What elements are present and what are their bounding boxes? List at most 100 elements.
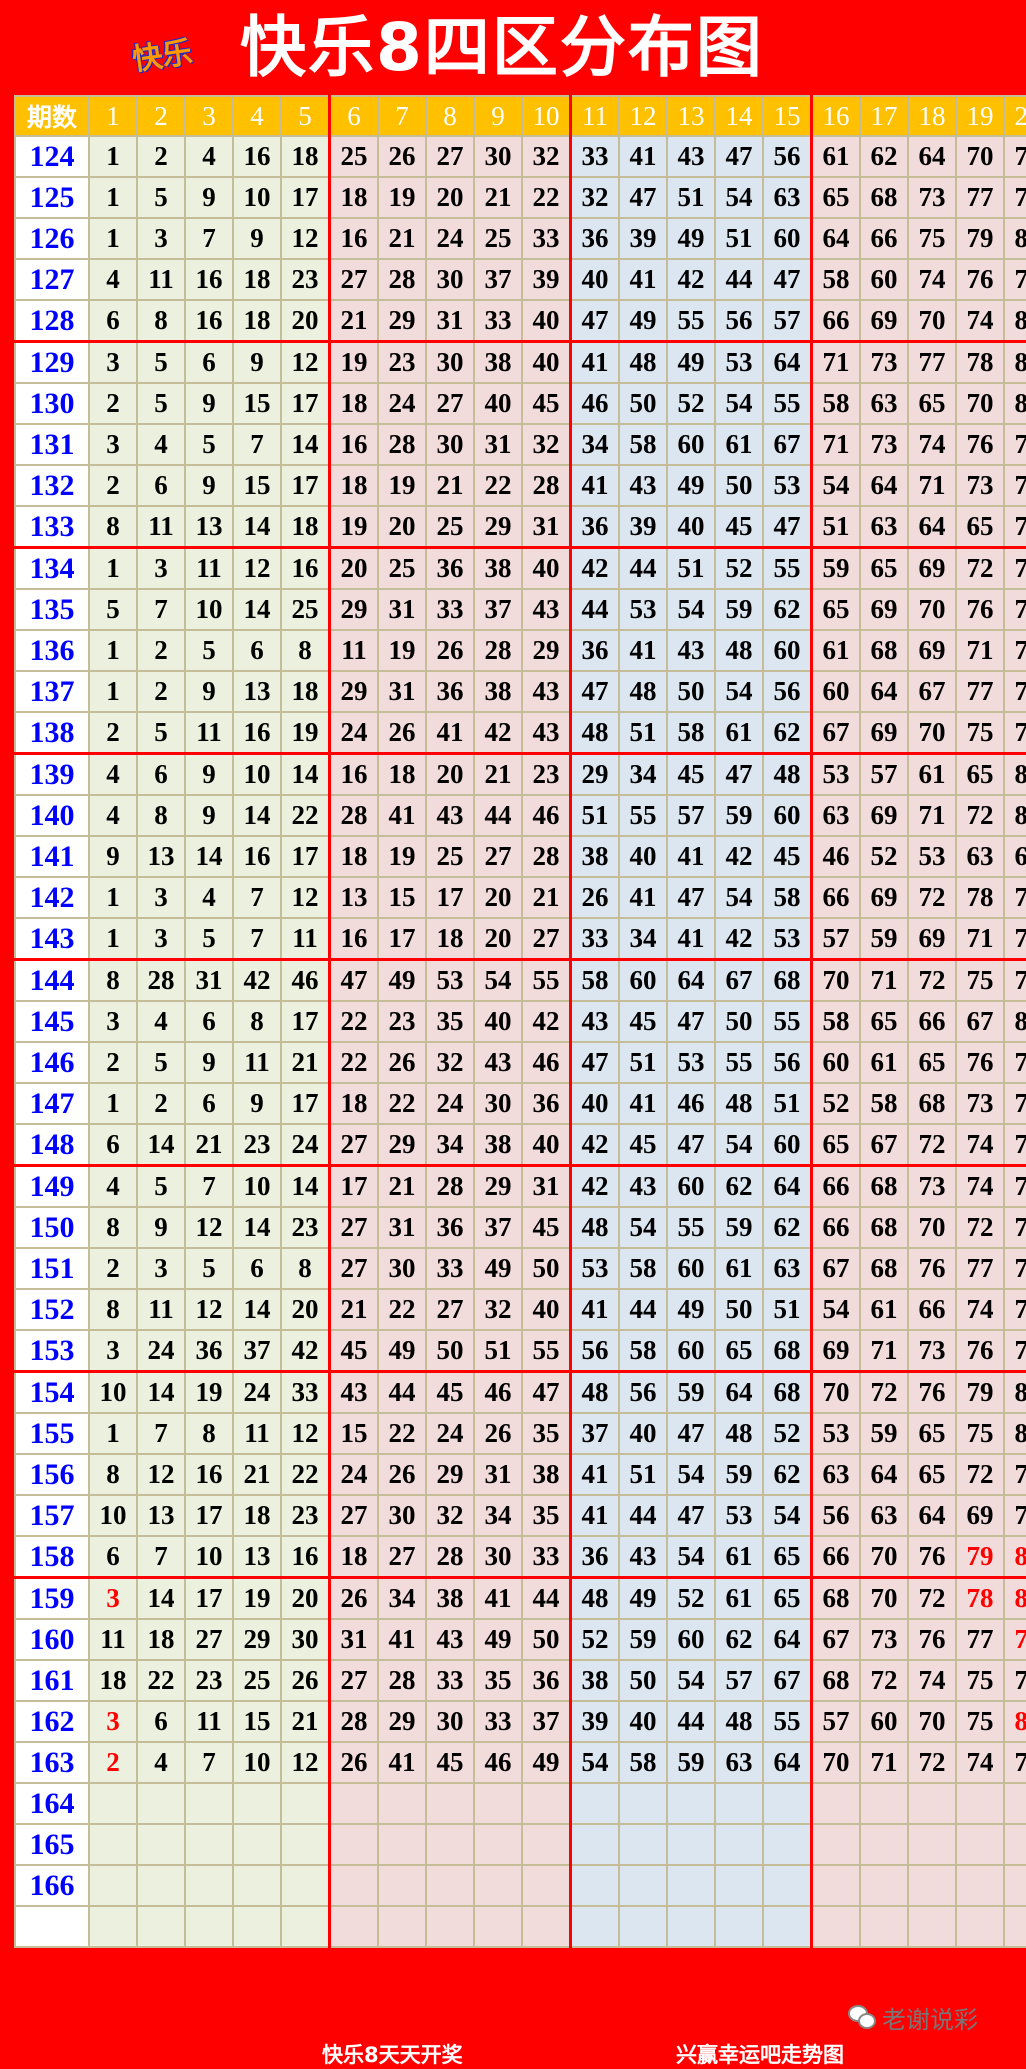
number-cell: 52: [762, 1412, 813, 1455]
number-cell: 48: [714, 1082, 764, 1125]
number-cell: 40: [473, 1000, 523, 1043]
number-cell: 52: [859, 835, 909, 878]
number-cell: 14: [280, 423, 331, 466]
column-header: 3: [184, 95, 234, 137]
number-cell: 40: [521, 299, 572, 343]
number-cell: 33: [425, 1247, 475, 1290]
table-row: 1341311121620253638404244515255596569727…: [14, 546, 1026, 590]
number-cell: 68: [762, 958, 813, 1002]
period-number: 126: [14, 217, 90, 260]
number-cell: 26: [328, 1741, 379, 1784]
number-cell: 38: [425, 1576, 475, 1620]
number-cell: 60: [666, 1247, 716, 1290]
number-cell: 45: [521, 1206, 572, 1249]
table-row: 165: [14, 1823, 1026, 1866]
number-cell: 49: [377, 958, 427, 1002]
number-cell: 43: [425, 794, 475, 837]
number-cell: 49: [666, 217, 716, 260]
number-cell: 76: [955, 423, 1005, 466]
number-cell: 14: [280, 752, 331, 796]
number-cell: 61: [714, 1576, 764, 1620]
column-header: 12: [618, 95, 668, 137]
number-cell: 29: [569, 752, 620, 796]
number-cell: 50: [714, 1000, 764, 1043]
number-cell: 74: [1003, 1453, 1026, 1496]
table-row: 141 9 13 14 16 17 18 19 25 27 28 38 40 41 42 45 46 52 53 63…: [14, 835, 1026, 878]
period-number: 133: [14, 505, 90, 549]
number-cell: 30: [473, 135, 523, 178]
number-cell: 29: [377, 299, 427, 343]
number-cell: [521, 1823, 572, 1866]
number-cell: 60: [859, 258, 909, 301]
number-cell: 7: [136, 1412, 186, 1455]
number-cell: 43: [618, 1535, 668, 1579]
number-cell: 23: [280, 1206, 331, 1249]
number-cell: 63: [859, 1494, 909, 1537]
table-row: 1251591017181920212232475154636568737779: [14, 176, 1026, 219]
number-cell: 75: [1003, 1082, 1026, 1125]
number-cell: 7: [136, 588, 186, 631]
number-cell: 39: [569, 1700, 620, 1743]
number-cell: 7: [184, 1164, 234, 1208]
number-cell: 63: [810, 1453, 861, 1496]
number-cell: 40: [618, 835, 668, 878]
number-cell: 19: [328, 505, 379, 549]
period-number: 134: [14, 546, 90, 590]
number-cell: 9: [136, 1206, 186, 1249]
number-cell: 17: [280, 464, 331, 507]
number-cell: 30: [377, 1494, 427, 1537]
number-cell: [907, 1905, 957, 1948]
number-cell: 26: [377, 135, 427, 178]
number-cell: 72: [907, 876, 957, 919]
number-cell: 75: [1003, 1123, 1026, 1167]
number-cell: 57: [762, 299, 813, 343]
number-cell: 31: [473, 423, 523, 466]
number-cell: [810, 1782, 861, 1825]
number-cell: 75: [955, 1412, 1005, 1455]
number-cell: 45: [666, 752, 716, 796]
number-cell: 18: [136, 1618, 186, 1661]
number-cell: 49: [618, 299, 668, 343]
number-cell: 21: [328, 1288, 379, 1331]
number-cell: 14: [232, 794, 282, 837]
number-cell: 35: [521, 1412, 572, 1455]
period-number: 132: [14, 464, 90, 507]
number-cell: 80: [1003, 1700, 1026, 1743]
number-cell: 9: [232, 1082, 282, 1125]
number-cell: 40: [569, 1082, 620, 1125]
number-cell: 8: [88, 1206, 138, 1249]
table-row: 133 8 11 13 14 18 19 20 25 29 31 36 39 40 45 47 51 63 64 65…: [14, 505, 1026, 549]
number-cell: 15: [232, 1700, 282, 1743]
number-cell: 31: [377, 588, 427, 631]
number-cell: [88, 1823, 138, 1866]
number-cell: 51: [618, 1453, 668, 1496]
number-cell: 25: [377, 546, 427, 590]
number-cell: 61: [714, 423, 764, 466]
number-cell: 63: [859, 505, 909, 549]
number-cell: 74: [955, 1741, 1005, 1784]
number-cell: 49: [666, 1288, 716, 1331]
number-cell: 63: [859, 382, 909, 425]
number-cell: 48: [569, 1370, 620, 1414]
number-cell: 2: [88, 382, 138, 425]
number-cell: 29: [425, 1453, 475, 1496]
number-cell: 78: [955, 1576, 1005, 1620]
number-cell: 11: [136, 1288, 186, 1331]
number-cell: 60: [810, 670, 861, 713]
number-cell: [1003, 1782, 1026, 1825]
number-cell: 73: [907, 1329, 957, 1373]
number-cell: 46: [521, 794, 572, 837]
number-cell: 37: [521, 1700, 572, 1743]
table-row: 1355710142529313337434453545962656970767…: [14, 588, 1026, 631]
logo: 快乐: [128, 22, 196, 84]
number-cell: [955, 1782, 1005, 1825]
number-cell: 68: [810, 1576, 861, 1620]
number-cell: 59: [714, 794, 764, 837]
number-cell: 44: [714, 258, 764, 301]
number-cell: 76: [955, 258, 1005, 301]
number-cell: 47: [714, 135, 764, 178]
number-cell: 14: [136, 1370, 186, 1414]
number-cell: 28: [521, 464, 572, 507]
number-cell: 56: [618, 1370, 668, 1414]
number-cell: 68: [907, 1082, 957, 1125]
